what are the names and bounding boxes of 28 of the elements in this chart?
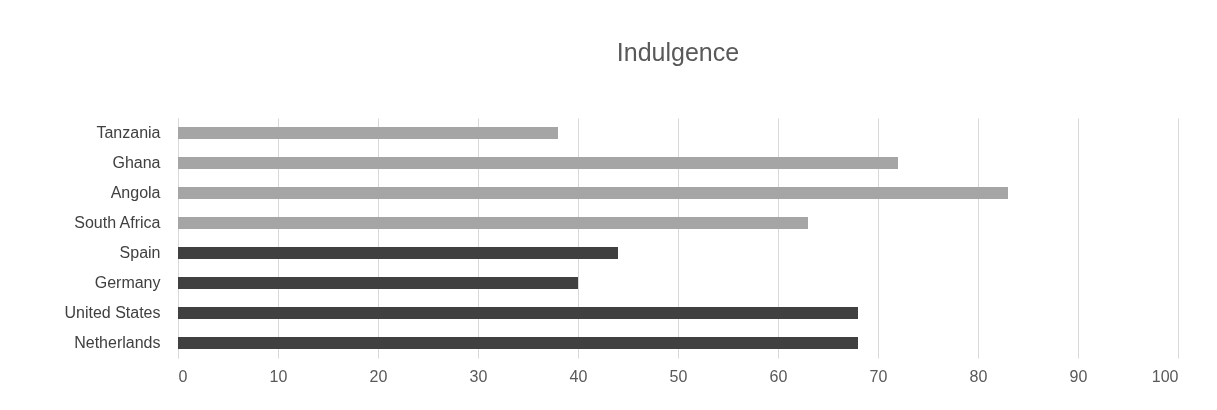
x-tick-label: 10 [269,367,288,385]
bar [178,337,858,349]
x-tick-label: 50 [669,367,688,385]
x-tick-label: 40 [569,367,588,385]
y-tick-label: Angola [110,184,161,201]
bar [178,157,898,169]
bar [178,187,1008,199]
y-tick-label: Spain [119,244,161,261]
bar [178,247,618,259]
y-tick-label: Tanzania [96,124,161,141]
y-tick-label: Ghana [112,154,161,171]
x-tick-label: 80 [969,367,988,385]
x-tick-label: 60 [769,367,788,385]
bar [178,307,858,319]
x-tick-label: 100 [1151,367,1179,385]
x-tick-label: 20 [369,367,388,385]
chart-title: Indulgence [616,38,740,66]
x-tick-label: 0 [178,367,188,385]
bar [178,277,578,289]
bar [178,217,808,229]
x-tick-label: 70 [869,367,888,385]
x-tick-label: 90 [1069,367,1088,385]
y-tick-label: United States [64,304,161,321]
y-tick-label: Netherlands [74,334,161,351]
y-tick-label: South Africa [74,214,161,231]
bar [178,127,558,139]
x-tick-label: 30 [469,367,488,385]
y-tick-label: Germany [94,274,161,291]
